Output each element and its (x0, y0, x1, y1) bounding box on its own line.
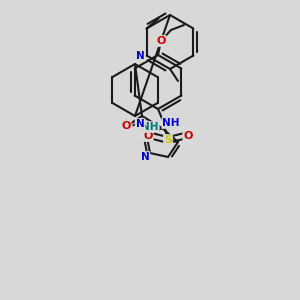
Text: N: N (136, 119, 144, 129)
Text: O: O (143, 131, 153, 141)
Text: N: N (141, 152, 149, 162)
Text: O: O (156, 36, 166, 46)
Text: NH: NH (141, 122, 159, 132)
Text: N: N (136, 51, 144, 61)
Text: NH: NH (162, 118, 180, 128)
Text: O: O (183, 131, 193, 141)
Text: O: O (121, 121, 131, 131)
Text: S: S (164, 135, 172, 145)
